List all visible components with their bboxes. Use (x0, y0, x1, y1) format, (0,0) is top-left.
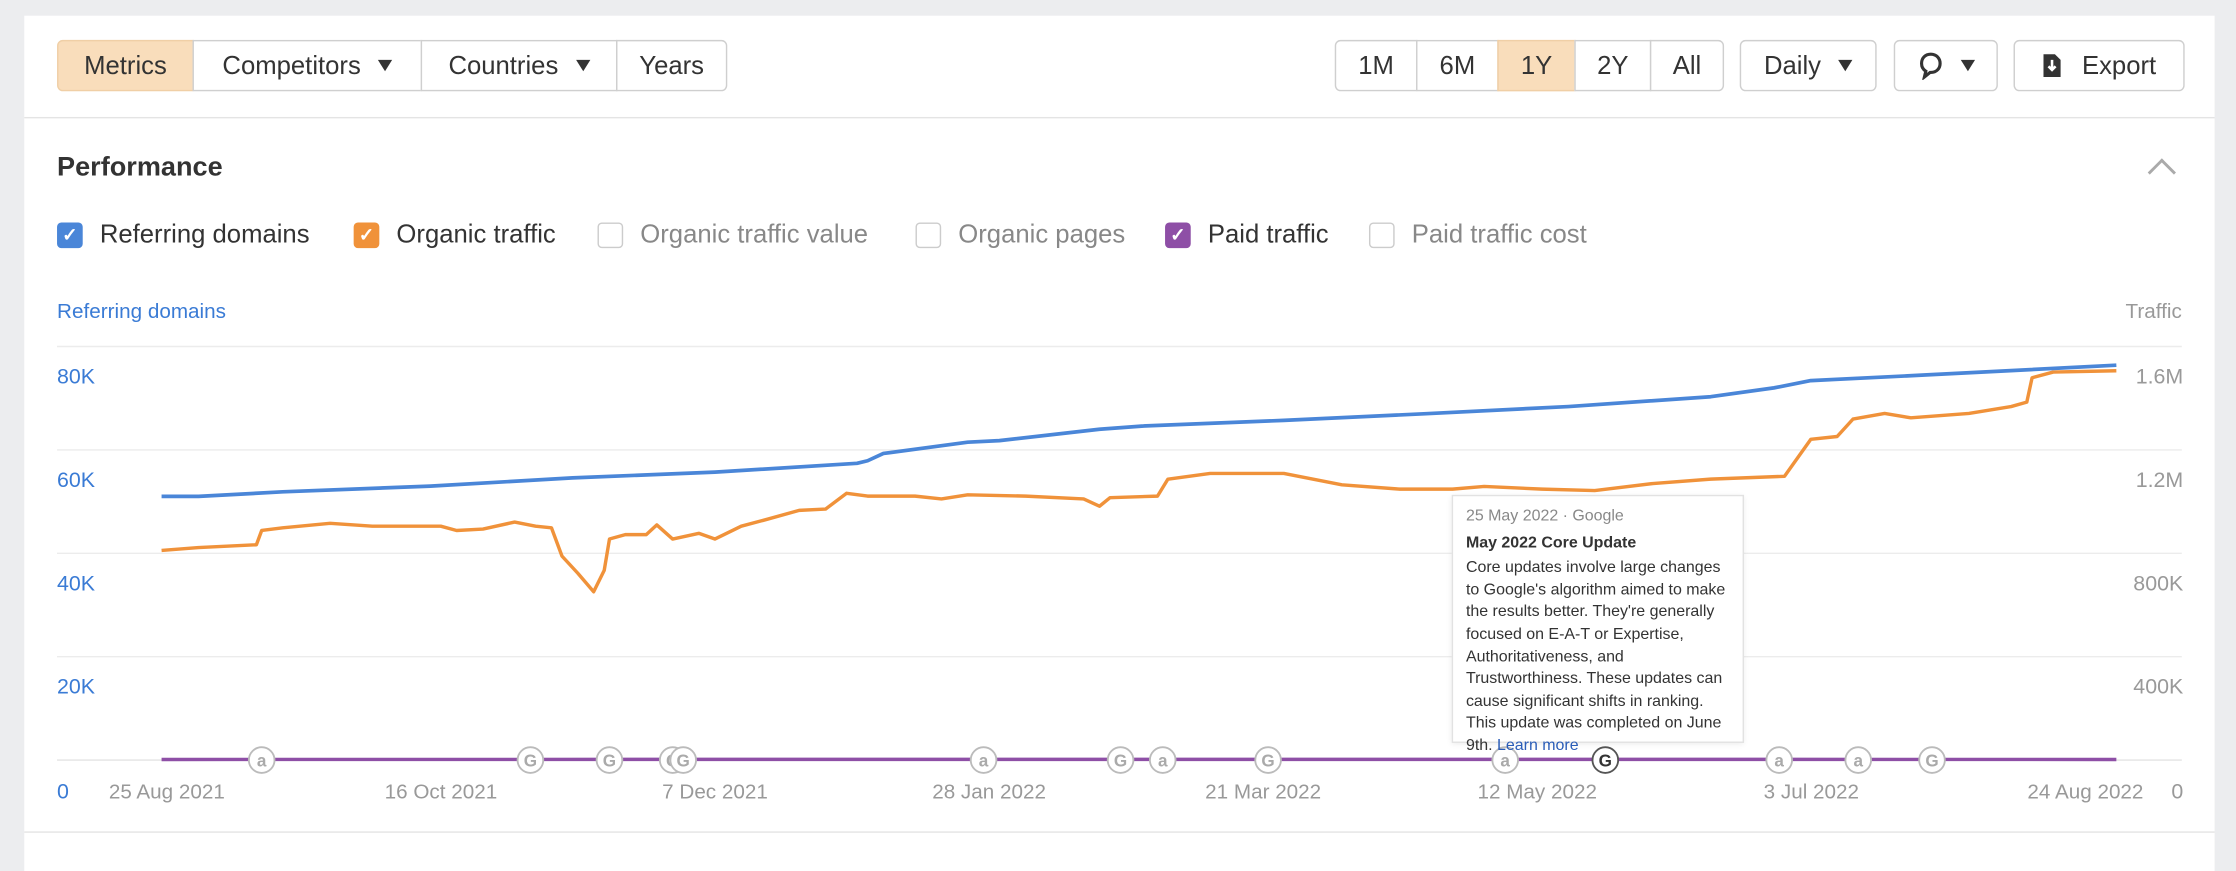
ahrefs-icon: a (1774, 751, 1784, 770)
x-tick-label: 16 Oct 2021 (385, 781, 498, 804)
google-update-marker[interactable]: G (670, 747, 696, 773)
google-update-marker[interactable]: G (1108, 747, 1134, 773)
x-tick-label: 28 Jan 2022 (932, 781, 1046, 804)
right-tick-label: 800K (2133, 571, 2184, 595)
right-tick-label: 1.6M (2136, 365, 2184, 389)
google-update-marker[interactable]: G (597, 747, 623, 773)
google-icon: G (1925, 751, 1938, 770)
left-tick-label: 60K (57, 468, 96, 492)
x-tick-label: 7 Dec 2021 (662, 781, 768, 804)
left-tick-label: 0 (57, 780, 69, 804)
tooltip-title: May 2022 Core Update (1466, 533, 1730, 555)
google-icon: G (1114, 751, 1127, 770)
ahrefs-icon: a (257, 751, 267, 770)
left-tick-label: 20K (57, 675, 96, 699)
google-icon: G (524, 751, 537, 770)
series-line-organic-traffic[interactable] (162, 371, 2117, 592)
x-tick-label: 25 Aug 2021 (109, 781, 225, 804)
event-tooltip: 25 May 2022 · Google May 2022 Core Updat… (1452, 495, 1744, 743)
google-update-marker[interactable]: G (1255, 747, 1281, 773)
google-icon: G (603, 751, 616, 770)
google-icon: G (1261, 751, 1274, 770)
tooltip-date: 25 May 2022 · Google (1466, 506, 1730, 528)
series-line-referring-domains[interactable] (162, 365, 2117, 496)
tooltip-body: Core updates involve large changes to Go… (1466, 559, 1725, 754)
right-tick-label: 0 (2171, 780, 2183, 804)
google-update-marker[interactable]: G (518, 747, 544, 773)
learn-more-link[interactable]: Learn more (1497, 737, 1579, 754)
ahrefs-icon: a (979, 751, 989, 770)
left-tick-label: 40K (57, 571, 96, 595)
google-icon: G (677, 751, 690, 770)
performance-chart[interactable]: 80K 1.6M 60K 1.2M 40K 800K 20K 400K 0 0 25 Aug 202… (0, 0, 2236, 851)
ahrefs-annotation-marker[interactable]: a (249, 747, 275, 773)
page: Metrics Competitors Countries Years 1M 6… (0, 0, 2236, 851)
ahrefs-icon: a (1853, 751, 1863, 770)
right-tick-label: 400K (2133, 675, 2184, 699)
ahrefs-icon: a (1158, 751, 1168, 770)
left-tick-label: 80K (57, 365, 96, 389)
ahrefs-annotation-marker[interactable]: a (971, 747, 997, 773)
x-tick-label: 12 May 2022 (1478, 781, 1597, 804)
google-update-marker[interactable]: G (1919, 747, 1945, 773)
x-tick-label: 24 Aug 2022 (2027, 781, 2143, 804)
ahrefs-annotation-marker[interactable]: a (1845, 747, 1871, 773)
x-tick-label: 3 Jul 2022 (1764, 781, 1859, 804)
ahrefs-annotation-marker[interactable]: a (1150, 747, 1176, 773)
right-tick-label: 1.2M (2136, 468, 2184, 492)
ahrefs-annotation-marker[interactable]: a (1766, 747, 1792, 773)
x-tick-label: 21 Mar 2022 (1205, 781, 1321, 804)
